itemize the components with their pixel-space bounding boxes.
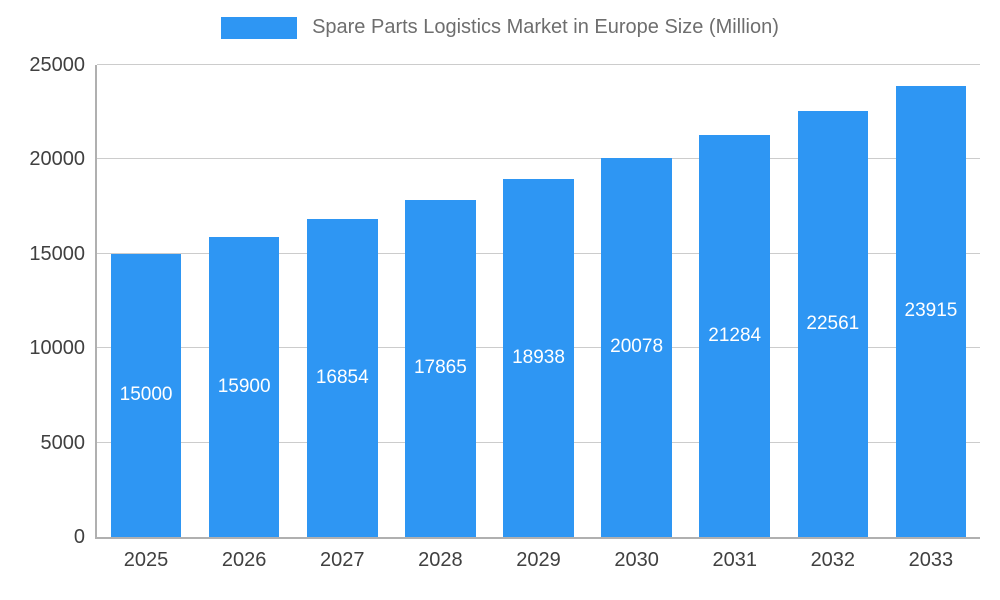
x-tick-label: 2030 xyxy=(614,549,659,571)
x-axis: 2025 2026 2027 2028 2029 2030 2031 2032 2033 xyxy=(97,549,980,579)
legend-swatch xyxy=(221,16,298,39)
x-tick-label: 2026 xyxy=(221,549,267,571)
bar-value-label: 23915 xyxy=(904,300,958,322)
y-tick-label: 5000 xyxy=(40,431,86,454)
y-tick-label: 20000 xyxy=(29,148,85,171)
bar-value-label: 15900 xyxy=(217,375,271,397)
bar-value-label: 20078 xyxy=(610,336,664,358)
y-tick-label: 10000 xyxy=(29,337,85,360)
bar-2029[interactable]: 18938 xyxy=(503,179,574,537)
bar-2031[interactable]: 21284 xyxy=(699,135,771,537)
y-axis: 0 5000 10000 15000 20000 25000 xyxy=(0,54,86,548)
chart-legend: Spare Parts Logistics Market in Europe S… xyxy=(0,16,1000,39)
x-tick-label: 2027 xyxy=(320,549,365,571)
bar-2030[interactable]: 20078 xyxy=(601,157,672,537)
x-tick-label: 2033 xyxy=(908,549,954,571)
bar-2026[interactable]: 15900 xyxy=(208,236,280,537)
bar-value-label: 18938 xyxy=(512,347,565,369)
plot-area: 15000 15900 16854 17865 18938 20078 21284 22561… xyxy=(95,64,980,539)
x-tick-label: 2032 xyxy=(810,549,856,571)
y-tick-label: 0 xyxy=(73,526,85,548)
bar-2032[interactable]: 22561 xyxy=(797,111,869,537)
bar-value-label: 15000 xyxy=(119,384,173,406)
x-tick-label: 2029 xyxy=(516,549,561,571)
chart-title: Spare Parts Logistics Market in Europe S… xyxy=(312,16,779,38)
y-tick-label: 25000 xyxy=(29,54,85,76)
x-tick-label: 2028 xyxy=(418,549,463,571)
y-tick-label: 15000 xyxy=(29,242,85,265)
x-tick-label: 2025 xyxy=(123,549,169,571)
x-tick-label: 2031 xyxy=(712,549,757,571)
bar-value-label: 22561 xyxy=(806,313,860,335)
bar-2033[interactable]: 23915 xyxy=(895,85,967,537)
gridline xyxy=(97,64,980,65)
bar-2028[interactable]: 17865 xyxy=(405,199,476,537)
bar-2025[interactable]: 15000 xyxy=(110,253,182,537)
gridline xyxy=(97,158,980,160)
bar-2027[interactable]: 16854 xyxy=(306,218,378,537)
bar-value-label: 17865 xyxy=(413,357,467,379)
bar-value-label: 21284 xyxy=(708,325,762,347)
bar-value-label: 16854 xyxy=(315,366,369,388)
